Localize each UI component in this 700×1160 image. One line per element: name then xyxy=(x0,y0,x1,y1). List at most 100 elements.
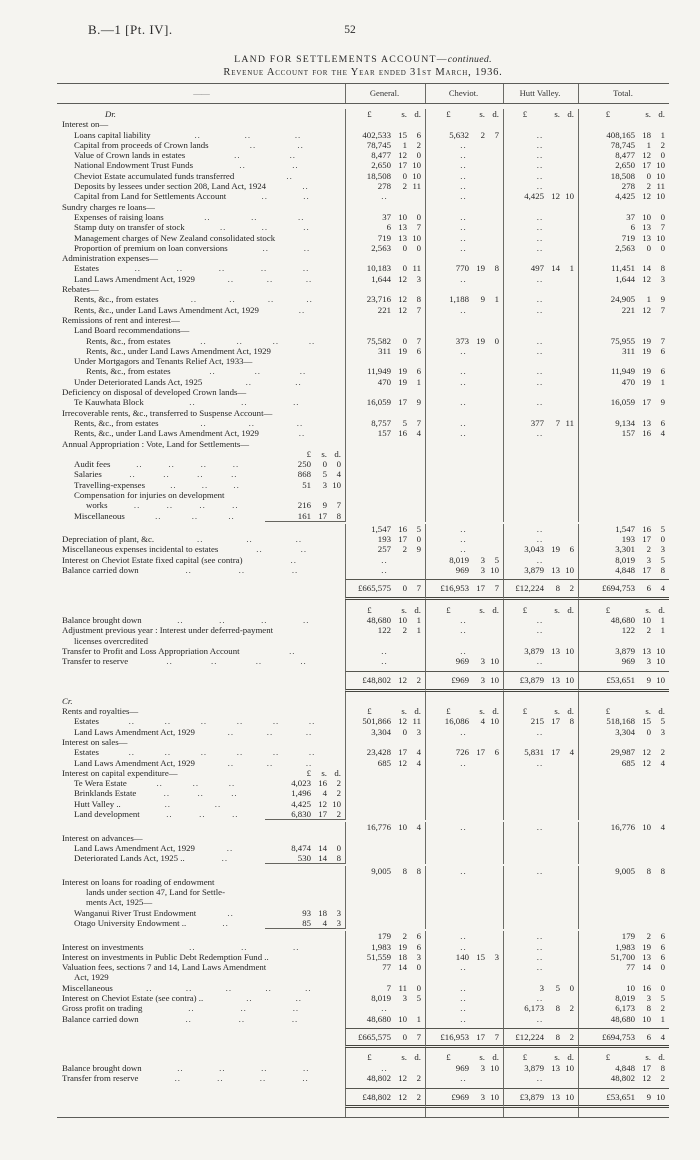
amount-pounds: 3,304 xyxy=(615,726,635,737)
amount-shillings: 19 xyxy=(398,345,407,356)
amount-pounds: 48,802 xyxy=(366,1072,391,1083)
cell-total: 157 16 4 xyxy=(578,428,669,439)
cell-hutt-valley: £ s. d. xyxy=(503,109,578,120)
cell-hutt-valley: .. xyxy=(503,962,578,973)
dot-leader: .. xyxy=(286,170,293,181)
amount-shillings: 19 xyxy=(642,345,651,356)
cell-cheviot xyxy=(425,887,503,898)
dot-leaders: ...... xyxy=(164,212,345,222)
amount-shillings: 8 xyxy=(646,866,651,877)
dot-leader: .. xyxy=(232,500,239,511)
amount-pence: 8 xyxy=(660,565,665,576)
amount-pounds: 216 xyxy=(297,500,311,511)
dot-leader: .. xyxy=(164,798,171,809)
amount-pounds: 2,563 xyxy=(615,242,635,253)
row-label-cell: Management charges of New Zealand consol… xyxy=(57,233,345,243)
amount-shillings: 14 xyxy=(318,842,327,853)
amount-shillings: 8 xyxy=(555,1003,560,1014)
amount-pounds: £ xyxy=(306,448,311,459)
row-label: Under Deteriorated Lands Act, 1925 xyxy=(74,376,203,387)
cell-total xyxy=(578,469,669,480)
amount-pounds: 48,680 xyxy=(610,614,635,625)
dot-leader: .. xyxy=(219,1062,226,1073)
amount-shillings: 11 xyxy=(398,982,407,993)
row-label: Cr. xyxy=(62,695,73,706)
cell-general xyxy=(345,798,425,809)
column-header-hutt-valley: Hutt Valley. xyxy=(503,84,578,103)
table-row: Rents, &c., under Land Laws Amendment Ac… xyxy=(57,345,669,357)
ditto-mark: .. xyxy=(460,534,467,545)
amount-shillings: 17 xyxy=(398,160,407,171)
cell-hutt-valley: .. xyxy=(503,726,578,737)
cell-cheviot xyxy=(425,253,503,264)
dot-leaders: ........ xyxy=(110,459,265,469)
amount-pence: 0 xyxy=(416,962,421,973)
amount-shillings: 0 xyxy=(402,263,407,274)
cell-general: 2,650 17 10 xyxy=(345,160,425,171)
table-row: Adjustment previous year : Interest unde… xyxy=(57,625,669,636)
dot-leader: .. xyxy=(219,222,227,233)
dot-leader: .. xyxy=(303,242,311,253)
amount-pence: 10 xyxy=(656,645,665,656)
ditto-mark: .. xyxy=(536,993,544,1004)
amount-pence: 10 xyxy=(565,1092,574,1103)
amount-pounds: 719 xyxy=(621,232,635,243)
amount-shillings: 18 xyxy=(318,907,327,918)
amount-pounds: 51,700 xyxy=(610,951,635,962)
cell-general xyxy=(345,489,425,501)
amount-pounds: 1,644 xyxy=(371,273,391,284)
amount-shillings: 12 xyxy=(642,304,651,315)
cell-total: 3,301 2 3 xyxy=(578,544,669,555)
cell-total xyxy=(578,907,669,918)
cell-cheviot xyxy=(425,356,503,367)
amount-shillings: 9 xyxy=(480,294,485,305)
row-label: Proportion of premium on loan conversion… xyxy=(74,242,228,253)
dot-leader: .. xyxy=(199,809,206,819)
row-label: Deficiency on disposal of developed Crow… xyxy=(62,387,247,398)
table-row: Act, 1929 xyxy=(57,972,669,983)
amount-shillings: 12 xyxy=(398,716,407,727)
cell-general xyxy=(345,314,425,326)
cell-general: 8,019 3 5 xyxy=(345,993,425,1004)
amount-pounds: 122 xyxy=(377,625,391,636)
amount-shillings: 3 xyxy=(480,675,485,686)
cell-general xyxy=(345,695,425,707)
amount-pence: 5 xyxy=(660,716,665,727)
cell-total: 518,168 15 5 xyxy=(578,716,669,727)
amount-shillings: s. xyxy=(401,706,407,717)
dot-leader: .. xyxy=(197,788,204,799)
amount-pence: 2 xyxy=(569,1031,574,1042)
cell-general xyxy=(345,635,425,646)
amount-pounds: 9,005 xyxy=(371,866,391,877)
ditto-mark: .. xyxy=(536,726,544,737)
amount-pounds: £16,953 xyxy=(440,583,469,594)
cell-cheviot: .. xyxy=(425,614,503,626)
row-label-cell: Miscellaneous...... 161 17 8 xyxy=(57,511,345,522)
cell-general: 685 12 4 xyxy=(345,757,425,768)
row-label: Transfer to reserve xyxy=(62,656,129,667)
amount-pounds: 9,134 xyxy=(615,417,635,428)
cell-general xyxy=(345,459,425,470)
cell-general xyxy=(345,599,425,605)
amount-shillings: s. xyxy=(401,604,407,615)
amount-pence: 2 xyxy=(336,809,341,819)
amount-pounds: 221 xyxy=(377,304,391,315)
table-row: Land Laws Amendment Act, 1929...... 3,304… xyxy=(57,726,669,737)
dot-leaders: ............ xyxy=(99,716,345,726)
cell-general xyxy=(345,907,425,918)
amount-pounds: 93 xyxy=(302,907,311,918)
cell-hutt-valley xyxy=(503,489,578,501)
ditto-mark: .. xyxy=(460,962,467,973)
ditto-mark: .. xyxy=(536,376,544,387)
ditto-mark: .. xyxy=(536,139,544,150)
row-label: Annual Appropriation : Vote, Land for Se… xyxy=(62,438,250,449)
dot-leader: .. xyxy=(177,614,184,625)
amount-pence: 2 xyxy=(416,139,421,150)
ditto-mark: .. xyxy=(536,757,544,768)
table-row: 179 2 6.... 179 2 6 xyxy=(57,931,669,942)
amount-pounds: 408,165 xyxy=(606,129,635,140)
cell-cheviot xyxy=(425,691,503,696)
amount-shillings: 2 xyxy=(402,181,407,192)
dot-leader: .. xyxy=(201,479,209,490)
dot-leader: .. xyxy=(234,150,241,161)
